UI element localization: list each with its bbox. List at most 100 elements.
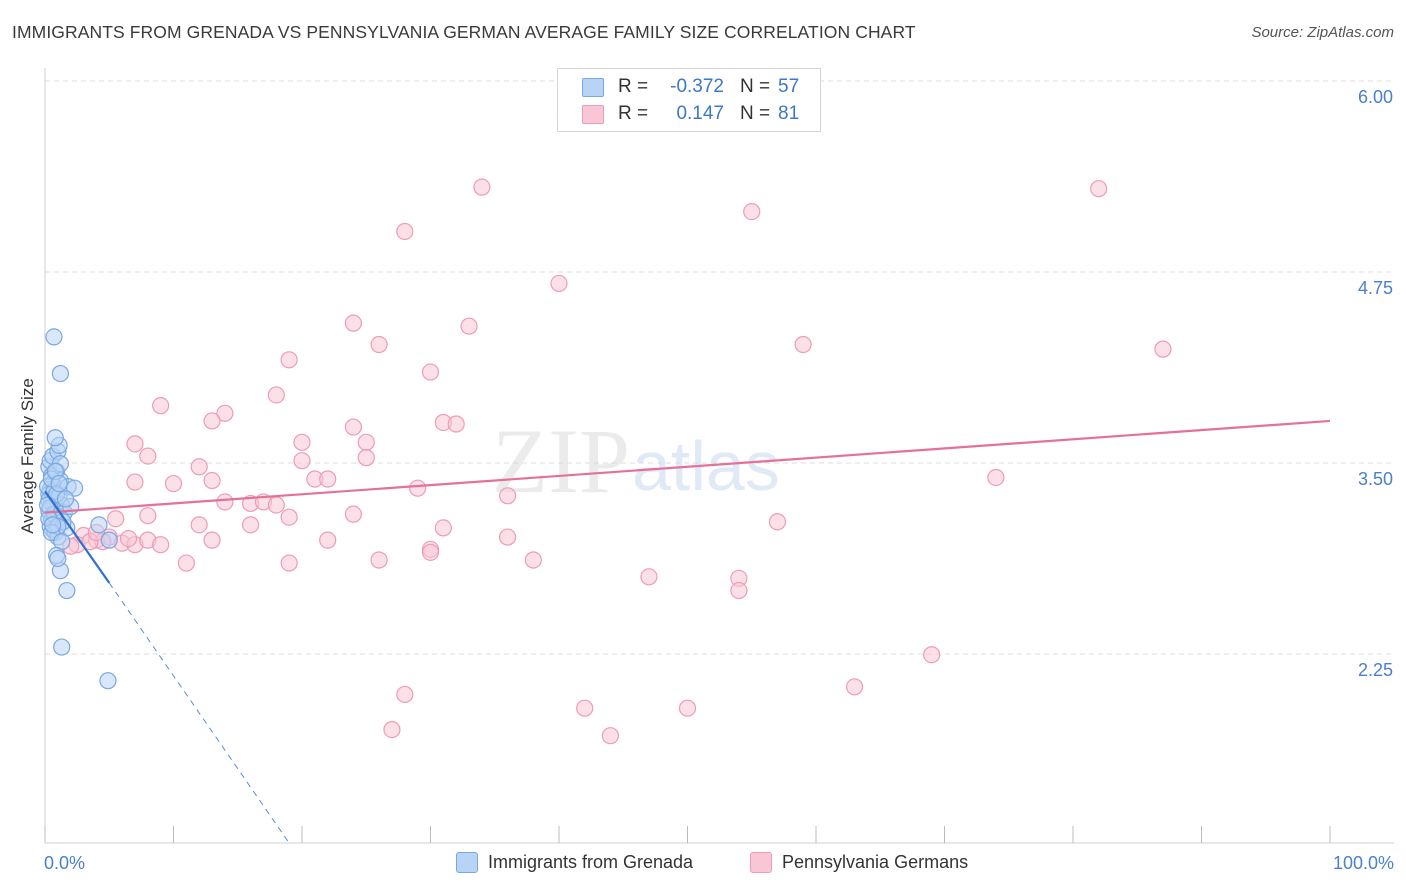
data-point-pennsylvania bbox=[126, 435, 144, 453]
data-point-pennsylvania bbox=[601, 727, 620, 745]
y-tick-label: 2.25 bbox=[1358, 660, 1393, 680]
data-point-pennsylvania bbox=[1090, 180, 1108, 198]
legend-n-label: N = bbox=[740, 76, 771, 97]
data-point-pennsylvania bbox=[730, 581, 748, 600]
series-swatch-blue bbox=[456, 852, 478, 873]
grenada-points bbox=[38, 328, 118, 690]
data-point-pennsylvania bbox=[396, 685, 414, 704]
data-point-pennsylvania bbox=[267, 386, 285, 404]
data-point-grenada bbox=[46, 429, 64, 447]
data-point-pennsylvania bbox=[119, 529, 138, 548]
data-point-pennsylvania bbox=[139, 447, 157, 465]
data-point-pennsylvania bbox=[357, 433, 375, 451]
series-swatch-pink bbox=[750, 852, 772, 873]
series-legend-pennsylvania[interactable]: Pennsylvania Germans bbox=[750, 852, 968, 873]
series-legend: Immigrants from Grenada Pennsylvania Ger… bbox=[0, 852, 1406, 878]
data-point-pennsylvania bbox=[370, 551, 388, 569]
data-point-pennsylvania bbox=[370, 335, 388, 354]
legend-swatch-pink bbox=[582, 104, 604, 124]
data-point-pennsylvania bbox=[344, 505, 362, 523]
data-point-pennsylvania bbox=[203, 471, 221, 490]
data-point-grenada bbox=[53, 638, 71, 656]
data-point-pennsylvania bbox=[267, 496, 285, 514]
data-point-pennsylvania bbox=[640, 568, 658, 586]
watermark: ZIP atlas bbox=[492, 410, 780, 512]
data-point-pennsylvania bbox=[499, 487, 517, 505]
data-point-pennsylvania bbox=[550, 274, 568, 293]
data-point-pennsylvania bbox=[319, 470, 337, 488]
data-point-pennsylvania bbox=[447, 415, 465, 433]
series-legend-grenada[interactable]: Immigrants from Grenada bbox=[456, 852, 693, 873]
trendline-grenada-solid bbox=[44, 490, 111, 584]
data-point-pennsylvania bbox=[216, 404, 234, 422]
legend-n-value: 81 bbox=[778, 103, 800, 124]
data-point-pennsylvania bbox=[177, 554, 195, 572]
source-label: Source: ZipAtlas.com bbox=[1251, 24, 1394, 41]
data-point-pennsylvania bbox=[524, 551, 542, 569]
data-point-pennsylvania bbox=[434, 519, 452, 537]
data-point-grenada bbox=[50, 474, 68, 493]
data-point-pennsylvania bbox=[923, 646, 941, 664]
data-point-pennsylvania bbox=[409, 479, 427, 497]
legend-swatch-blue bbox=[582, 77, 604, 97]
y-axis-label: Average Family Size bbox=[18, 378, 37, 534]
legend-r-label: R = bbox=[618, 76, 649, 97]
data-point-grenada bbox=[44, 516, 62, 534]
legend-row-pennsylvania: R = 0.147 N = 81 bbox=[582, 101, 799, 127]
data-point-pennsylvania bbox=[280, 351, 298, 369]
data-point-pennsylvania bbox=[152, 536, 170, 554]
data-point-grenada bbox=[56, 490, 75, 508]
y-tick-label: 6.00 bbox=[1358, 87, 1393, 107]
data-point-pennsylvania bbox=[344, 314, 362, 332]
data-point-pennsylvania bbox=[107, 510, 125, 528]
y-tick-label: 4.75 bbox=[1358, 278, 1393, 298]
legend-r-value: 0.147 bbox=[676, 103, 724, 124]
data-point-grenada bbox=[49, 549, 67, 568]
data-point-pennsylvania bbox=[794, 335, 812, 354]
trendline-pennsylvania bbox=[44, 419, 1331, 514]
data-point-grenada bbox=[45, 328, 63, 346]
x-tick-labels: 0.0% 100.0% bbox=[44, 853, 1394, 873]
data-point-pennsylvania bbox=[743, 203, 761, 221]
chart-title: IMMIGRANTS FROM GRENADA VS PENNSYLVANIA … bbox=[12, 22, 916, 42]
x-tick-label-max: 100.0% bbox=[1333, 853, 1394, 873]
y-tick-labels: 2.25 3.50 4.75 6.00 bbox=[1358, 87, 1393, 680]
data-point-grenada bbox=[100, 531, 118, 549]
legend-n-value: 57 bbox=[778, 76, 800, 97]
data-point-pennsylvania bbox=[293, 452, 311, 470]
data-point-pennsylvania bbox=[421, 543, 440, 561]
data-point-pennsylvania bbox=[344, 418, 362, 436]
data-point-pennsylvania bbox=[678, 699, 697, 717]
data-point-pennsylvania bbox=[576, 699, 594, 717]
legend-r-label: R = bbox=[618, 103, 649, 124]
data-point-grenada bbox=[51, 364, 70, 383]
correlation-legend: R = -0.372 N = 57 R = 0.147 N = 81 bbox=[557, 68, 821, 132]
data-point-pennsylvania bbox=[139, 507, 157, 525]
data-point-pennsylvania bbox=[152, 397, 170, 415]
data-point-pennsylvania bbox=[280, 554, 298, 572]
data-point-pennsylvania bbox=[293, 433, 311, 451]
grid-lines bbox=[45, 80, 1394, 655]
y-tick-label: 3.50 bbox=[1358, 469, 1393, 489]
data-point-pennsylvania bbox=[1154, 340, 1172, 358]
legend-r-value: -0.372 bbox=[670, 76, 724, 97]
data-point-pennsylvania bbox=[280, 508, 298, 526]
data-point-grenada bbox=[38, 496, 57, 514]
data-point-pennsylvania bbox=[203, 412, 221, 430]
data-point-grenada bbox=[99, 672, 117, 690]
x-tick-label-min: 0.0% bbox=[44, 853, 85, 873]
data-point-pennsylvania bbox=[190, 458, 208, 476]
data-point-pennsylvania bbox=[319, 531, 337, 549]
data-point-grenada bbox=[58, 581, 76, 600]
data-point-pennsylvania bbox=[357, 449, 375, 467]
trendlines bbox=[44, 419, 1331, 844]
trendline-grenada-dashed bbox=[108, 582, 290, 844]
data-point-pennsylvania bbox=[242, 516, 260, 534]
data-point-pennsylvania bbox=[460, 317, 478, 335]
data-point-pennsylvania bbox=[421, 363, 440, 381]
data-point-pennsylvania bbox=[396, 222, 414, 241]
data-point-pennsylvania bbox=[216, 493, 234, 511]
data-point-pennsylvania bbox=[845, 678, 864, 696]
data-point-pennsylvania bbox=[768, 513, 787, 531]
